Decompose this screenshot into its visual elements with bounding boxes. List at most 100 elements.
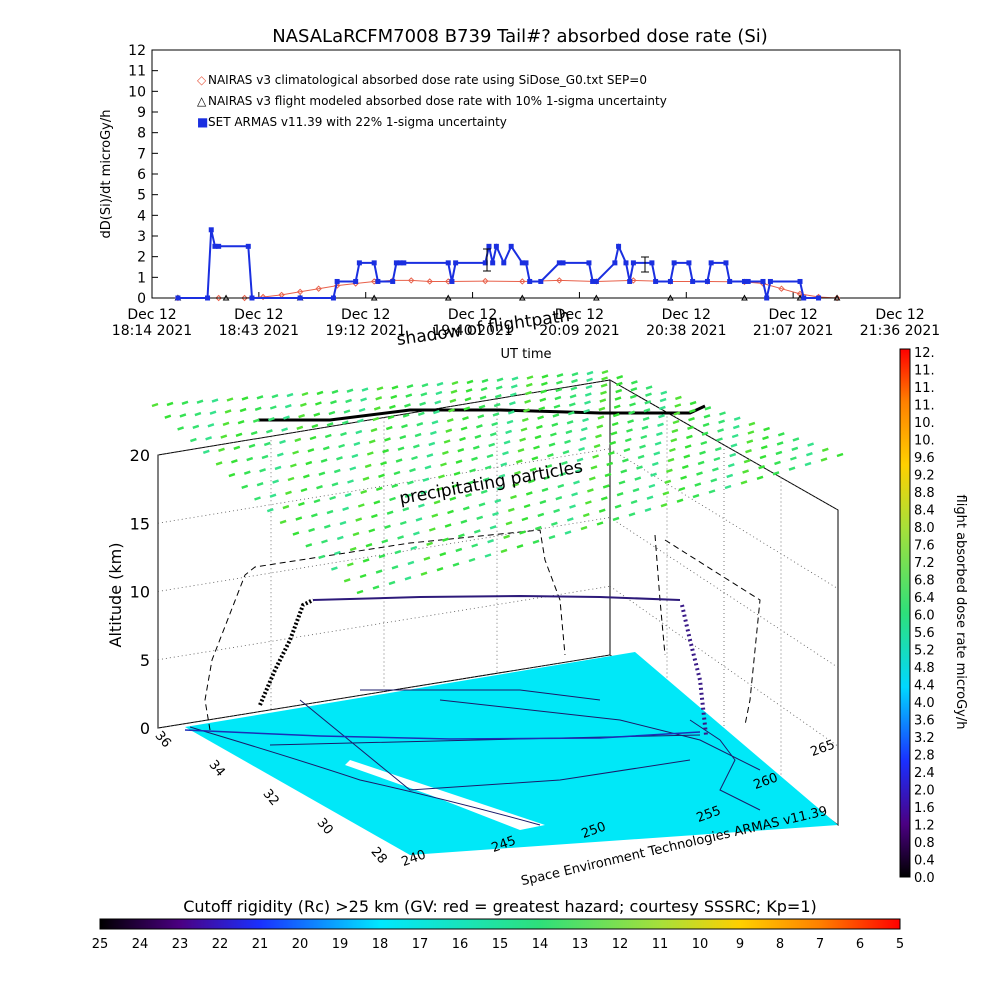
particle-mark [426, 453, 434, 458]
colorbar-bottom-tick-label: 17 [412, 937, 429, 952]
data-point [623, 260, 629, 266]
x-tick-label: Dec 12 [875, 307, 924, 323]
particle-mark [318, 471, 326, 476]
grid-line [157, 448, 611, 524]
particle-mark [387, 415, 395, 420]
data-point [833, 294, 841, 301]
particle-mark [553, 404, 561, 409]
particle-mark [529, 467, 537, 472]
colorbar-bottom-tick-label: 7 [816, 937, 824, 952]
particle-mark [724, 484, 732, 490]
y-tick-label: 12 [128, 43, 146, 59]
particle-mark [211, 398, 219, 403]
colorbar-right-label: flight absorbed dose rate microGy/h [953, 495, 968, 730]
particle-mark [439, 552, 447, 557]
particle-mark [460, 426, 468, 431]
particle-mark [426, 541, 433, 546]
particle-mark [451, 380, 459, 386]
particle-mark [615, 388, 623, 394]
y-tick-label: 4 [137, 208, 146, 224]
particle-mark [630, 499, 638, 505]
particle-mark [276, 452, 284, 457]
particle-mark [220, 434, 228, 439]
particle-mark [681, 464, 689, 470]
particle-mark [359, 573, 367, 579]
particle-mark [401, 424, 408, 429]
legend-marker-climatological: ◇ [197, 73, 207, 87]
latitude-tick-label: 32 [260, 787, 282, 809]
particle-mark [481, 378, 489, 383]
particle-mark [404, 493, 412, 498]
particle-mark [555, 496, 563, 501]
data-point [667, 294, 674, 301]
particle-mark [436, 381, 444, 387]
particle-mark [320, 458, 328, 463]
particle-mark [394, 549, 402, 555]
flightpath-cruise [312, 594, 681, 601]
data-point [408, 277, 415, 284]
particle-mark [313, 412, 321, 417]
particle-mark [177, 426, 184, 431]
particle-mark [373, 500, 381, 505]
data-point [249, 295, 255, 301]
particle-mark [488, 442, 496, 448]
particle-mark [680, 475, 687, 480]
particle-mark [357, 418, 364, 423]
particle-mark [688, 417, 695, 422]
series-2 [175, 227, 822, 301]
particle-mark [566, 420, 574, 425]
grid-line [157, 379, 611, 456]
grid-line [157, 517, 611, 592]
particle-mark [459, 436, 466, 442]
particle-mark [545, 464, 553, 469]
particle-mark [611, 421, 619, 427]
particle-mark [740, 480, 748, 485]
particle-mark [286, 392, 294, 398]
particle-mark [460, 519, 468, 524]
particle-mark [385, 425, 393, 431]
particle-mark [500, 462, 508, 467]
colorbar-right-tick-label: 8.4 [914, 504, 935, 519]
particle-mark [218, 447, 225, 452]
particle-mark [554, 395, 562, 401]
particle-mark [414, 432, 422, 438]
data-point [630, 277, 637, 284]
data-point [686, 260, 692, 266]
particle-mark [378, 473, 385, 478]
particle-mark [333, 468, 341, 474]
data-point [671, 260, 677, 266]
data-point [653, 278, 659, 284]
particle-mark [758, 465, 765, 470]
particle-mark [674, 403, 682, 408]
particle-mark [444, 523, 452, 528]
particle-mark [578, 447, 585, 452]
data-point [330, 295, 336, 301]
data-point [767, 278, 773, 284]
particle-mark [571, 378, 578, 384]
colorbar-right-tick-label: 0.8 [914, 836, 935, 851]
particle-mark [629, 402, 636, 407]
particle-mark [482, 477, 490, 482]
particle-mark [614, 504, 622, 509]
particle-mark [352, 531, 360, 537]
colorbar-bottom-tick-label: 21 [252, 937, 269, 952]
particle-mark [763, 426, 770, 432]
particle-mark [386, 510, 394, 515]
particle-mark [760, 445, 768, 450]
particle-mark [190, 437, 197, 443]
colorbar-right-tick-label: 2.8 [914, 749, 935, 764]
particle-mark [507, 410, 515, 415]
particle-mark [687, 425, 694, 430]
particle-mark [612, 412, 620, 418]
x-tick-label: 21:07 2021 [753, 323, 833, 339]
particle-mark [413, 444, 420, 449]
particle-mark [561, 460, 568, 466]
particle-mark [712, 467, 719, 472]
particle-mark [644, 507, 652, 512]
particle-mark [298, 501, 305, 507]
particle-mark [355, 517, 363, 522]
particle-mark [580, 525, 588, 531]
particle-mark [747, 430, 755, 435]
